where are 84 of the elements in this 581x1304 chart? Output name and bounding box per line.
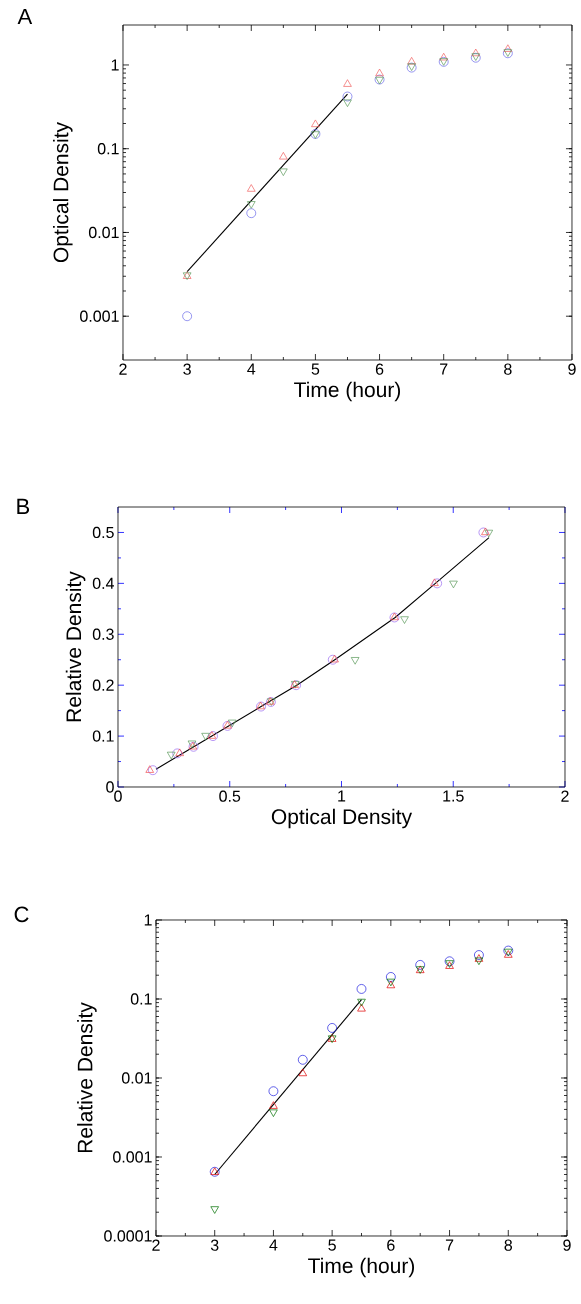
point [148,765,158,776]
y-axis-title: Relative Density [77,1002,97,1153]
y-tick-label: 1 [111,59,119,71]
x-tick-label: 5 [328,1239,336,1251]
point [298,1068,308,1077]
point [145,765,154,773]
point [279,168,288,176]
x-tick-label: 2 [561,790,569,802]
point [439,52,448,61]
y-tick-label: 0.1 [92,730,114,742]
point [166,751,176,760]
line-series [155,537,490,770]
point [407,56,416,65]
point [484,529,494,538]
x-axis-title: Optical Density [271,808,413,829]
y-tick-label: 0.4 [92,577,114,590]
x-axis-title: Time (hour) [308,1257,415,1278]
x-tick-label: 3 [210,1239,219,1251]
y-axis-title: Relative Density [65,571,86,722]
point [375,68,384,77]
point [343,99,352,107]
point [269,1101,278,1109]
x-tick-label: 6 [375,363,384,375]
point [444,956,455,967]
y-tick-label: 0.001 [113,1151,152,1163]
point [247,201,256,209]
point [246,208,257,219]
point [297,1054,308,1065]
x-tick-label: 9 [568,363,576,375]
point [247,184,256,192]
y-tick-label: 0.3 [92,628,114,640]
point [268,1086,279,1097]
point [474,957,484,966]
x-tick-label: 7 [440,363,448,375]
x-axis-title: Time (hour) [294,381,401,402]
point [210,1206,219,1214]
point [201,732,210,741]
y-tick-label: 0.01 [121,1072,152,1084]
point [279,151,288,160]
point [400,616,409,624]
point [342,91,353,102]
x-tick-label: 1 [338,790,346,802]
x-tick-label: 7 [445,1239,454,1251]
y-tick-label: 1 [144,914,152,926]
x-tick-label: 6 [387,1239,395,1251]
x-tick-label: 1.5 [443,790,464,802]
point [415,960,426,970]
point [449,580,458,589]
y-tick-label: 0.001 [80,310,119,322]
y-tick-label: 0.0001 [104,1230,152,1242]
point [269,1109,278,1117]
x-tick-label: 3 [183,363,191,375]
x-tick-label: 0.5 [219,790,241,802]
x-tick-label: 4 [269,1239,278,1251]
y-tick-label: 0.5 [92,526,114,539]
x-tick-label: 9 [563,1239,571,1251]
point [357,998,366,1007]
point [182,311,192,322]
x-tick-label: 4 [247,363,256,375]
chart-title: A [17,8,33,25]
x-tick-label: 2 [152,1239,160,1251]
chart-title: C [14,906,29,923]
point [503,44,513,52]
x-tick-label: 5 [311,363,320,375]
point [350,657,360,665]
x-tick-label: 8 [504,1239,513,1251]
x-tick-label: 2 [119,363,127,375]
y-tick-label: 0.1 [130,993,152,1005]
point [327,1023,337,1033]
point [356,984,367,994]
point [471,48,481,57]
point [343,79,352,87]
point [357,1004,366,1012]
y-tick-label: 0.2 [92,679,114,691]
y-tick-label: 0.01 [88,226,119,239]
chart-title: B [17,498,30,514]
point [474,950,484,960]
point [227,719,237,728]
x-tick-label: 8 [504,363,512,375]
point [386,972,396,982]
y-tick-label: 0 [106,781,114,793]
y-axis-title: Optical Density [52,121,73,263]
y-tick-label: 0.1 [97,143,119,155]
point [311,119,320,128]
